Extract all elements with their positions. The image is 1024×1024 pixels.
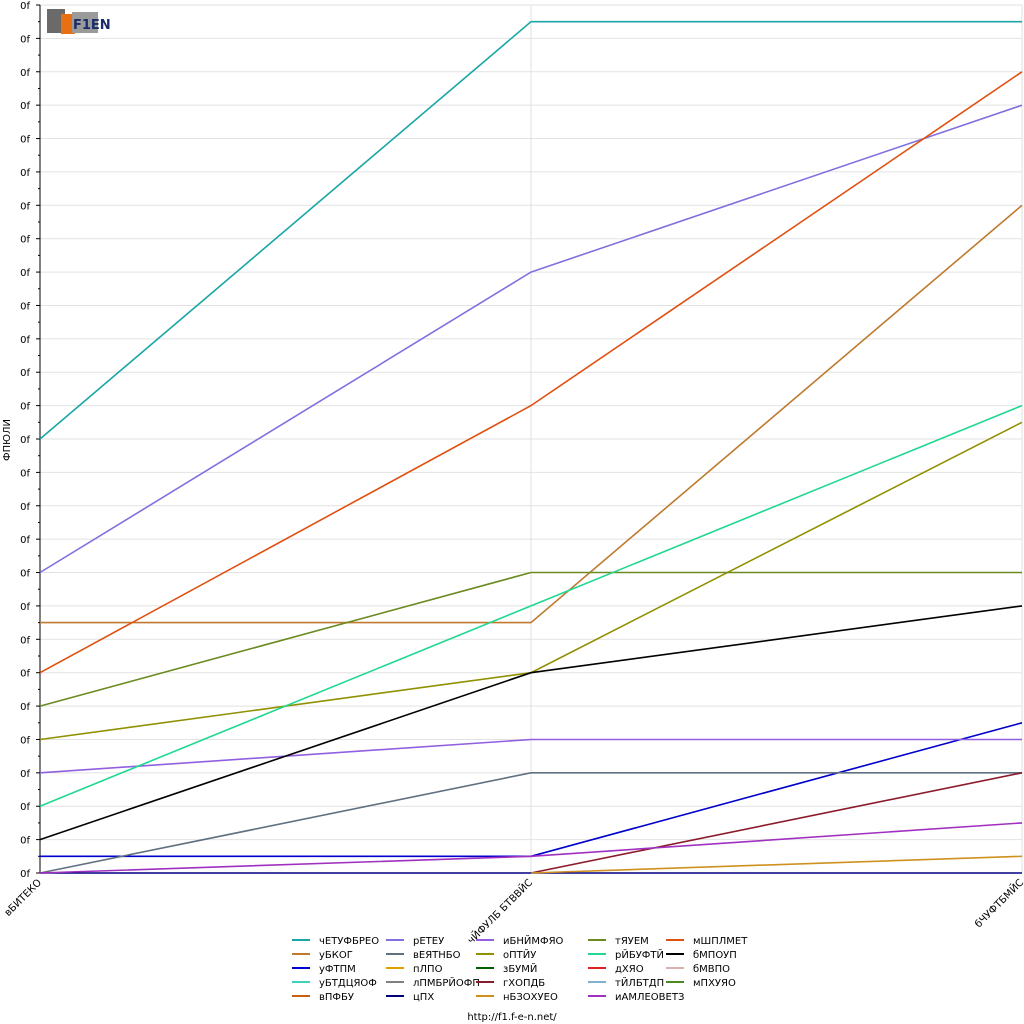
y-tick-label: 0f — [20, 135, 30, 146]
legend-label: иАМЛЕОВЕТЗ — [615, 992, 684, 1003]
y-tick-label: 0f — [20, 669, 30, 680]
series-line-21 — [39, 605, 1023, 841]
legend-label: зБУМЙ — [503, 962, 537, 975]
legend-label: мПХУЯО — [693, 978, 736, 989]
f1en-logo: F1EN — [47, 9, 111, 34]
series-layer — [39, 20, 1023, 874]
legend-label: дХЯО — [615, 964, 644, 975]
x-tick-label: бЧУФТБМЙС — [972, 876, 1024, 930]
legend-label: уБКОГ — [319, 950, 353, 961]
x-tick-label: вБИТЕКО — [3, 877, 45, 919]
legend-label: тЯУЕМ — [615, 936, 649, 947]
y-tick-label: 0f — [20, 535, 30, 546]
legend-label: вЕЯТНБО — [413, 950, 461, 961]
y-tick-label: 0f — [20, 702, 30, 713]
y-tick-label: 0f — [20, 836, 30, 847]
legend-label: тЙЛБТДП — [615, 976, 664, 989]
series-line-6 — [39, 771, 1022, 874]
y-tick-label: 0f — [20, 34, 30, 45]
series-line-1 — [40, 204, 1023, 624]
y-axis-label: ФПЮЛИ — [2, 419, 13, 461]
legend-label: мШПЛМЕТ — [693, 936, 748, 947]
y-tick-label: 0f — [20, 301, 30, 312]
legend-label: иБНЙМФЯО — [503, 934, 564, 947]
y-tick-label: 0f — [20, 468, 30, 479]
y-tick-label: 0f — [20, 502, 30, 513]
logo-text: F1EN — [73, 18, 111, 33]
series-line-14 — [530, 855, 1023, 874]
legend-label: бМПОУП — [693, 950, 737, 961]
y-tick-label: 0f — [20, 201, 30, 212]
series-line-0 — [39, 20, 1022, 440]
y-tick-labels: 0f 0f 0f 0f 0f 0f 0f 0f 0f 0f 0f 0f 0f 0f 0f 0f 0f 0f 0f 0f… — [20, 1, 30, 880]
logo-block-f — [47, 9, 65, 33]
legend: чЕТУФБРЕО уБКОГ уФТПМ уБТДЦЯОФ вПФБУ рЕТЕУ вЕЯ… — [292, 934, 748, 1003]
series-line-15 — [39, 571, 1022, 707]
y-tick-label: 0f — [20, 635, 30, 646]
legend-label: чЕТУФБРЕО — [319, 936, 379, 947]
y-tick-label: 0f — [20, 368, 30, 379]
y-tick-label: 0f — [20, 101, 30, 112]
grid — [40, 4, 1023, 874]
logo-block-1 — [61, 14, 75, 34]
legend-label: вПФБУ — [319, 992, 354, 1003]
legend-label: бМВПО — [693, 964, 730, 975]
y-tick-label: 0f — [20, 268, 30, 279]
y-tick-label: 0f — [20, 602, 30, 613]
series-line-16 — [39, 404, 1023, 807]
series-line-5 — [39, 104, 1023, 574]
legend-label: нБЗОХУЕО — [503, 992, 558, 1003]
legend-label: рЙБУФТЙ — [615, 948, 664, 961]
legend-label: гХОПДБ — [503, 978, 545, 989]
series-line-19 — [39, 822, 1023, 874]
series-line-13 — [530, 772, 1023, 874]
y-tick-label: 0f — [20, 435, 30, 446]
legend-label: рЕТЕУ — [413, 936, 444, 947]
series-line-10 — [39, 738, 1022, 774]
y-tick-label: 0f — [20, 68, 30, 79]
y-tick-label: 0f — [20, 802, 30, 813]
y-tick-label: 0f — [20, 1, 30, 12]
y-tick-label: 0f — [20, 168, 30, 179]
legend-label: пЛПО — [413, 964, 443, 975]
legend-label: оПТЙУ — [503, 948, 536, 961]
legend-label: лПМБРЙОФП — [413, 976, 480, 989]
y-tick-label: 0f — [20, 569, 30, 580]
y-tick-label: 0f — [20, 402, 30, 413]
footer-url[interactable]: http://f1.f-e-n.net/ — [467, 1012, 557, 1023]
logo-block-en — [72, 12, 98, 33]
y-tick-label: 0f — [20, 869, 30, 880]
y-tick-label: 0f — [20, 335, 30, 346]
y-tick-label: 0f — [20, 735, 30, 746]
y-tick-label: 0f — [20, 769, 30, 780]
series-line-20 — [39, 71, 1023, 674]
legend-label: цПХ — [413, 992, 434, 1003]
y-tick-label: 0f — [20, 235, 30, 246]
legend-label: уФТПМ — [319, 964, 356, 975]
legend-label: уБТДЦЯОФ — [319, 978, 377, 989]
